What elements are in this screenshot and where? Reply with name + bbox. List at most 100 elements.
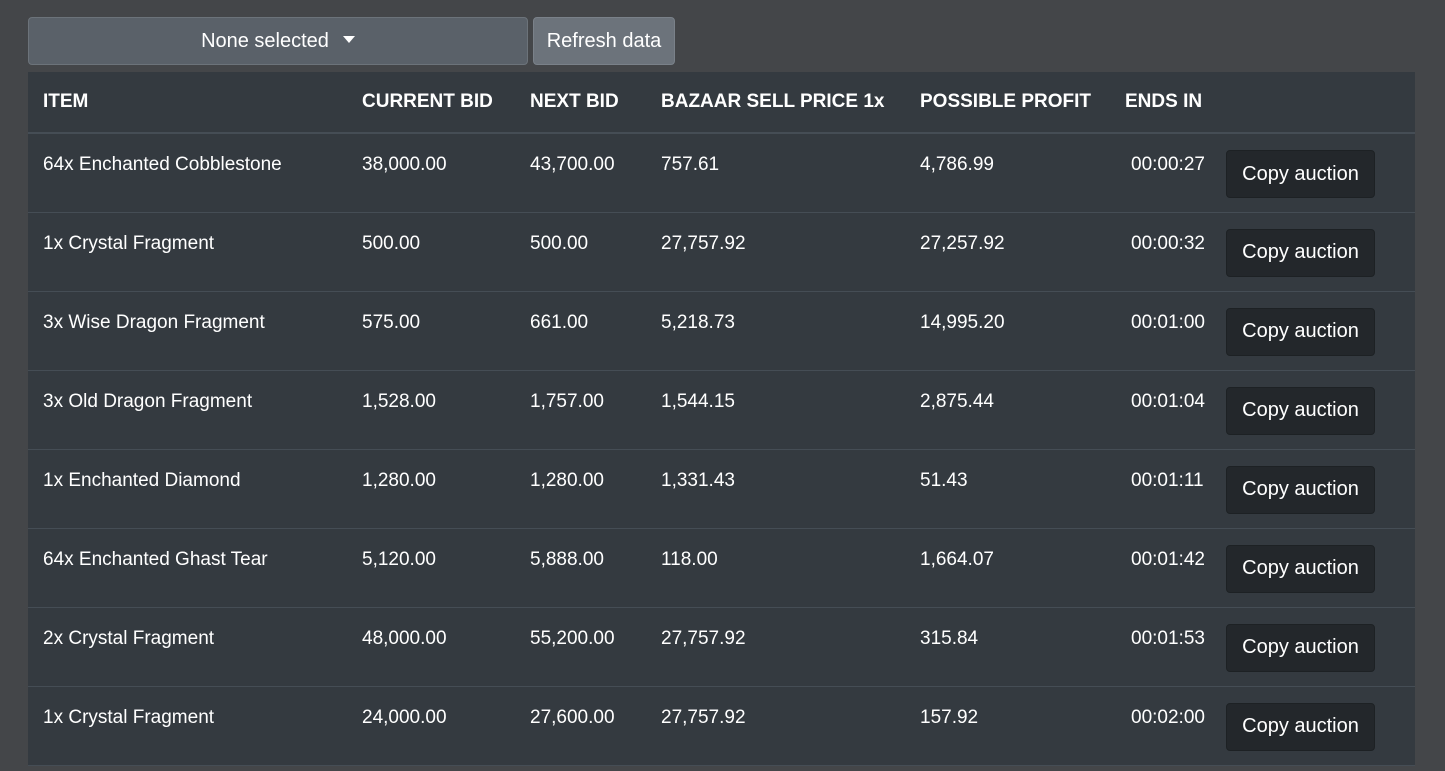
table-row: 64x Enchanted Ghast Tear 5,120.00 5,888.00… (28, 528, 1415, 608)
table-row: 64x Enchanted Cobblestone 38,000.00 43,700… (28, 133, 1415, 213)
cell-next-bid: 5,888.00 (515, 528, 646, 608)
header-item: ITEM (28, 72, 347, 134)
cell-current-bid: 24,000.00 (347, 686, 515, 766)
cell-bazaar-sell-price: 27,757.92 (646, 607, 905, 687)
cell-item: 2x Crystal Fragment (28, 607, 347, 687)
cell-next-bid-text: 55,200.00 (530, 627, 615, 649)
cell-next-bid-text: 5,888.00 (530, 548, 604, 570)
table-row: 3x Wise Dragon Fragment 575.00 661.00 5,218… (28, 291, 1415, 371)
cell-ends-in-text: 00:01:00 (1131, 311, 1205, 333)
cell-item-text: 2x Crystal Fragment (43, 627, 215, 649)
copy-auction-button[interactable]: Copy auction (1226, 307, 1375, 356)
cell-possible-profit-text: 51.43 (920, 469, 968, 491)
cell-ends-in: 00:02:00 (1110, 686, 1226, 766)
cell-ends-in: 00:01:00 (1110, 291, 1226, 371)
refresh-data-button[interactable]: Refresh data (533, 17, 675, 65)
cell-ends-in-text: 00:02:00 (1131, 706, 1205, 728)
cell-bazaar-sell-price: 118.00 (646, 528, 905, 608)
cell-bazaar-sell-price-text: 27,757.92 (661, 627, 746, 649)
cell-bazaar-sell-price-text: 118.00 (661, 548, 718, 570)
cell-item-text: 1x Crystal Fragment (43, 706, 215, 728)
cell-current-bid: 38,000.00 (347, 133, 515, 213)
cell-action: Copy auction (1226, 528, 1415, 608)
cell-possible-profit-text: 315.84 (920, 627, 979, 649)
cell-ends-in: 00:01:11 (1110, 449, 1226, 529)
auction-table-container: ITEM CURRENT BID NEXT BID BAZAAR SELL PR… (28, 72, 1415, 766)
cell-possible-profit-text: 157.92 (920, 706, 979, 728)
cell-current-bid: 48,000.00 (347, 607, 515, 687)
cell-bazaar-sell-price-text: 1,331.43 (661, 469, 735, 491)
cell-next-bid-text: 661.00 (530, 311, 589, 333)
item-filter-dropdown[interactable]: None selected (28, 17, 528, 65)
cell-possible-profit-text: 27,257.92 (920, 232, 1005, 254)
dropdown-label: None selected (201, 29, 329, 52)
cell-possible-profit: 27,257.92 (905, 212, 1110, 292)
cell-current-bid: 1,280.00 (347, 449, 515, 529)
cell-ends-in: 00:01:53 (1110, 607, 1226, 687)
cell-item-text: 3x Wise Dragon Fragment (43, 311, 265, 333)
cell-ends-in: 00:01:04 (1110, 370, 1226, 450)
cell-bazaar-sell-price: 1,544.15 (646, 370, 905, 450)
table-row: 1x Crystal Fragment 500.00 500.00 27,757.92… (28, 212, 1415, 292)
cell-possible-profit: 4,786.99 (905, 133, 1110, 213)
cell-current-bid-text: 575.00 (362, 311, 421, 333)
copy-auction-button[interactable]: Copy auction (1226, 623, 1375, 672)
cell-item: 64x Enchanted Cobblestone (28, 133, 347, 213)
cell-possible-profit-text: 1,664.07 (920, 548, 994, 570)
cell-action: Copy auction (1226, 686, 1415, 766)
cell-next-bid-text: 1,757.00 (530, 390, 604, 412)
cell-item: 3x Wise Dragon Fragment (28, 291, 347, 371)
cell-next-bid: 55,200.00 (515, 607, 646, 687)
cell-item-text: 1x Enchanted Diamond (43, 469, 241, 491)
cell-next-bid-text: 500.00 (530, 232, 589, 254)
cell-ends-in-text: 00:00:27 (1131, 154, 1205, 175)
cell-bazaar-sell-price: 27,757.92 (646, 686, 905, 766)
cell-next-bid: 500.00 (515, 212, 646, 292)
cell-ends-in-text: 00:01:11 (1131, 469, 1204, 491)
cell-current-bid-text: 5,120.00 (362, 548, 436, 570)
cell-ends-in: 00:01:42 (1110, 528, 1226, 608)
cell-bazaar-sell-price-text: 5,218.73 (661, 311, 735, 333)
cell-bazaar-sell-price: 1,331.43 (646, 449, 905, 529)
cell-current-bid: 1,528.00 (347, 370, 515, 450)
cell-item: 1x Crystal Fragment (28, 212, 347, 292)
cell-current-bid: 500.00 (347, 212, 515, 292)
cell-item: 3x Old Dragon Fragment (28, 370, 347, 450)
cell-item-text: 1x Crystal Fragment (43, 232, 215, 254)
copy-auction-button[interactable]: Copy auction (1226, 465, 1375, 514)
cell-ends-in-text: 00:01:42 (1131, 548, 1205, 570)
cell-bazaar-sell-price: 27,757.92 (646, 212, 905, 292)
cell-possible-profit: 2,875.44 (905, 370, 1110, 450)
cell-current-bid-text: 48,000.00 (362, 627, 447, 649)
cell-action: Copy auction (1226, 291, 1415, 371)
cell-current-bid-text: 1,528.00 (362, 390, 436, 412)
cell-next-bid-text: 43,700.00 (530, 154, 615, 175)
cell-possible-profit: 51.43 (905, 449, 1110, 529)
cell-ends-in-text: 00:01:04 (1131, 390, 1205, 412)
header-actions (1226, 72, 1415, 134)
cell-ends-in-text: 00:01:53 (1131, 627, 1205, 649)
cell-bazaar-sell-price: 757.61 (646, 133, 905, 213)
toolbar: None selected Refresh data (28, 17, 675, 65)
cell-next-bid: 661.00 (515, 291, 646, 371)
table-row: 3x Old Dragon Fragment 1,528.00 1,757.00 1,… (28, 370, 1415, 450)
cell-next-bid: 1,280.00 (515, 449, 646, 529)
copy-auction-button[interactable]: Copy auction (1226, 228, 1375, 277)
cell-action: Copy auction (1226, 370, 1415, 450)
copy-auction-button[interactable]: Copy auction (1226, 150, 1375, 198)
cell-action: Copy auction (1226, 133, 1415, 213)
header-ends-in: ENDS IN (1110, 72, 1226, 134)
copy-auction-button[interactable]: Copy auction (1226, 702, 1375, 751)
cell-ends-in: 00:00:32 (1110, 212, 1226, 292)
cell-bazaar-sell-price-text: 27,757.92 (661, 706, 746, 728)
cell-action: Copy auction (1226, 607, 1415, 687)
cell-item: 1x Crystal Fragment (28, 686, 347, 766)
cell-current-bid-text: 38,000.00 (362, 154, 447, 175)
cell-bazaar-sell-price-text: 757.61 (661, 154, 720, 175)
table-row: 1x Crystal Fragment 24,000.00 27,600.00 27,… (28, 686, 1415, 766)
cell-possible-profit-text: 4,786.99 (920, 154, 994, 175)
header-current-bid: CURRENT BID (347, 72, 515, 134)
copy-auction-button[interactable]: Copy auction (1226, 386, 1375, 435)
cell-item-text: 64x Enchanted Ghast Tear (43, 548, 268, 570)
copy-auction-button[interactable]: Copy auction (1226, 544, 1375, 593)
